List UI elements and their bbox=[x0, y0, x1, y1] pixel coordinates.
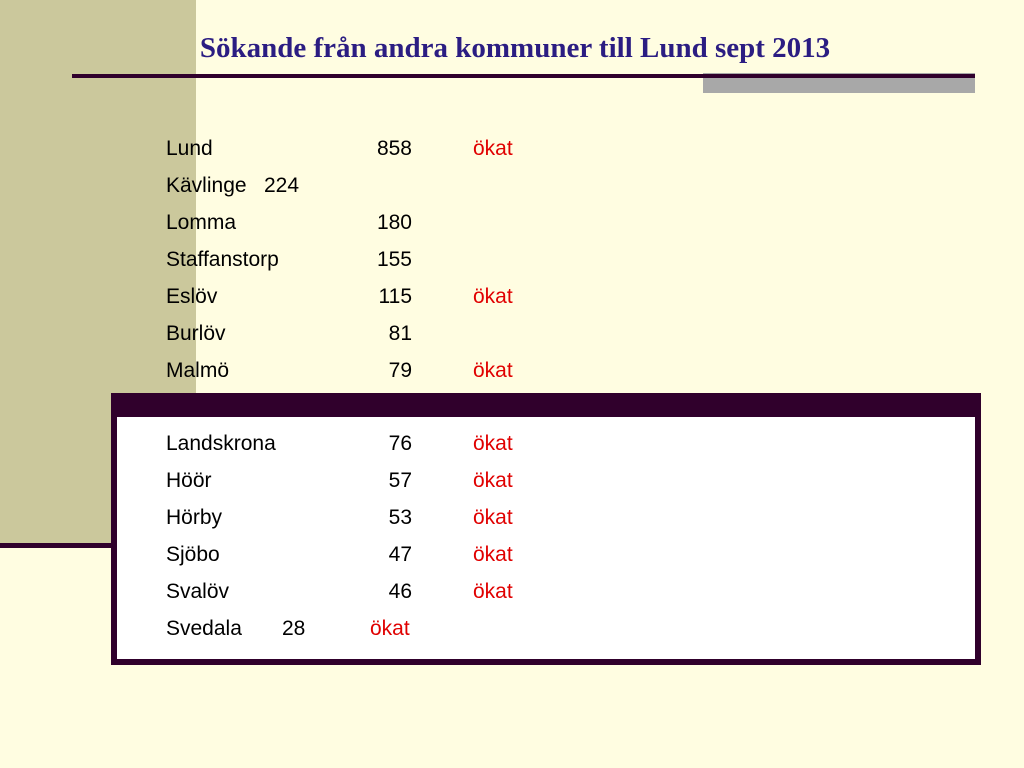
slide-title: Sökande från andra kommuner till Lund se… bbox=[199, 32, 831, 64]
municipality-name: Eslöv bbox=[166, 285, 218, 308]
list-item: Malmö 79 ökat bbox=[0, 357, 600, 385]
decorative-side-rule bbox=[0, 543, 112, 548]
municipality-name: Staffanstorp bbox=[166, 248, 279, 271]
applicant-count: 224 bbox=[264, 174, 300, 197]
applicant-count: 47 bbox=[388, 543, 412, 566]
municipality-name: Lomma bbox=[166, 211, 237, 234]
list-item: Höör 57 ökat bbox=[0, 467, 600, 495]
list-item: Eslöv 115 ökat bbox=[0, 283, 600, 311]
applicant-count: 81 bbox=[388, 322, 412, 345]
municipality-name: Hörby bbox=[166, 506, 223, 529]
applicant-count: 155 bbox=[376, 248, 412, 271]
status-label: ökat bbox=[473, 543, 513, 566]
list-item: Sjöbo 47 ökat bbox=[0, 541, 600, 569]
status-label: ökat bbox=[370, 617, 410, 640]
list-item: Svedala 28 ökat bbox=[0, 615, 600, 643]
applicant-count: 115 bbox=[378, 285, 412, 308]
applicant-count: 76 bbox=[388, 432, 412, 455]
list-item: Svalöv 46 ökat bbox=[0, 578, 600, 606]
municipality-name: Burlöv bbox=[166, 322, 226, 345]
highlight-frame bbox=[111, 393, 981, 665]
municipality-name: Sjöbo bbox=[166, 543, 220, 566]
status-label: ökat bbox=[473, 580, 513, 603]
applicant-count: 28 bbox=[282, 617, 306, 640]
list-item: Kävlinge 224 bbox=[0, 172, 600, 200]
municipality-name: Svedala bbox=[166, 617, 242, 640]
title-underline bbox=[72, 74, 975, 78]
municipality-name: Malmö bbox=[166, 359, 230, 382]
applicant-count: 180 bbox=[376, 211, 412, 234]
applicant-count: 858 bbox=[376, 137, 412, 160]
decorative-gray-block bbox=[703, 73, 975, 93]
list-item: Staffanstorp 155 bbox=[0, 246, 600, 274]
status-label: ökat bbox=[473, 506, 513, 529]
list-item: Burlöv 81 bbox=[0, 320, 600, 348]
municipality-name: Kävlinge bbox=[166, 174, 247, 197]
status-label: ökat bbox=[473, 432, 513, 455]
applicant-count: 53 bbox=[388, 506, 412, 529]
list-item: Landskrona 76 ökat bbox=[0, 430, 600, 458]
municipality-name: Lund bbox=[166, 137, 213, 160]
applicant-count: 57 bbox=[388, 469, 412, 492]
list-item: Lomma 180 bbox=[0, 209, 600, 237]
status-label: ökat bbox=[473, 285, 513, 308]
status-label: ökat bbox=[473, 469, 513, 492]
applicant-count: 46 bbox=[388, 580, 412, 603]
list-item: Hörby 53 ökat bbox=[0, 504, 600, 532]
applicant-count: 79 bbox=[388, 359, 412, 382]
municipality-name: Höör bbox=[166, 469, 212, 492]
status-label: ökat bbox=[473, 359, 513, 382]
status-label: ökat bbox=[473, 137, 513, 160]
list-item: Lund 858 ökat bbox=[0, 135, 600, 163]
municipality-name: Svalöv bbox=[166, 580, 230, 603]
municipality-name: Landskrona bbox=[166, 432, 276, 455]
